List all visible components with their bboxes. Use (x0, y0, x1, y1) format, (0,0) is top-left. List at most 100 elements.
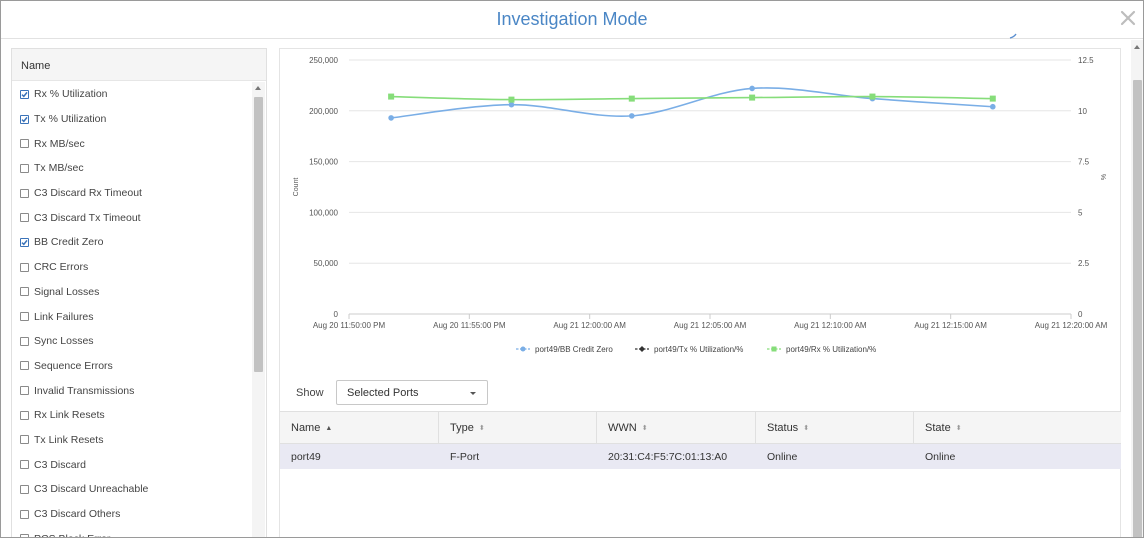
checkbox[interactable] (20, 336, 29, 346)
legend-marker (771, 346, 777, 352)
legend-label: port49/Tx % Utilization/% (654, 345, 743, 354)
table-row[interactable]: port49 F-Port 20:31:C4:F5:7C:01:13:A0 On… (280, 444, 1121, 469)
y2-tick-label: 10 (1078, 107, 1087, 116)
checkbox[interactable] (20, 213, 29, 223)
metric-item[interactable]: PCS Block Error (12, 526, 251, 537)
cell-status: Online (767, 451, 798, 463)
metric-label: C3 Discard Others (34, 508, 121, 521)
column-header-label: Name (291, 422, 321, 434)
metric-item[interactable]: Tx % Utilization (12, 107, 251, 132)
metric-item[interactable]: Tx MB/sec (12, 156, 251, 181)
checkbox[interactable] (20, 188, 29, 198)
checkbox[interactable] (20, 410, 29, 420)
checkbox-checked[interactable] (20, 114, 29, 124)
metric-item[interactable]: Rx % Utilization (12, 82, 251, 107)
x-tick-label: Aug 21 12:00:00 AM (553, 321, 626, 330)
series-line-2 (391, 95, 993, 101)
checkbox[interactable] (20, 460, 29, 470)
checkbox[interactable] (20, 139, 29, 149)
dialog-header: Investigation Mode (1, 1, 1143, 39)
metric-item[interactable]: C3 Discard Unreachable (12, 477, 251, 502)
checkbox[interactable] (20, 361, 29, 371)
show-label: Show (296, 386, 324, 399)
data-point (749, 94, 756, 101)
metric-item[interactable]: CRC Errors (12, 255, 251, 280)
metric-label: Sync Losses (34, 335, 94, 348)
data-point (628, 95, 635, 102)
cell-wwn: 20:31:C4:F5:7C:01:13:A0 (608, 451, 728, 463)
port-scope-selected-value: Selected Ports (347, 387, 419, 399)
data-point (388, 93, 395, 100)
legend-label: port49/Rx % Utilization/% (786, 345, 876, 354)
metrics-scroll-thumb[interactable] (254, 97, 263, 372)
checkbox[interactable] (20, 534, 29, 537)
resize-hint-icon (1009, 33, 1017, 39)
y-tick-label: 250,000 (309, 56, 338, 65)
metric-item[interactable]: C3 Discard Others (12, 502, 251, 527)
sort-icon: ⬍ (641, 425, 648, 432)
data-point (749, 85, 755, 92)
metric-item[interactable]: Rx MB/sec (12, 131, 251, 156)
column-header-type[interactable]: Type ⬍ (439, 412, 597, 444)
close-icon[interactable] (1119, 8, 1137, 28)
y-tick-label: 150,000 (309, 158, 338, 167)
scroll-up-arrow-icon[interactable] (1134, 45, 1140, 49)
metric-label: Signal Losses (34, 285, 100, 298)
checkbox[interactable] (20, 484, 29, 494)
metric-item[interactable]: BB Credit Zero (12, 230, 251, 255)
y2-axis-title: % (1101, 174, 1108, 180)
checkbox[interactable] (20, 287, 29, 297)
metric-item[interactable]: Sync Losses (12, 329, 251, 354)
checkbox[interactable] (20, 312, 29, 322)
cell-type: F-Port (450, 451, 480, 463)
metric-label: Tx Link Resets (34, 433, 104, 446)
legend-marker (639, 346, 645, 352)
metric-label: Tx % Utilization (34, 113, 107, 126)
column-header-wwn[interactable]: WWN ⬍ (597, 412, 756, 444)
metric-item[interactable]: Link Failures (12, 304, 251, 329)
checkbox[interactable] (20, 435, 29, 445)
metric-item[interactable]: Signal Losses (12, 280, 251, 305)
y2-tick-label: 0 (1078, 310, 1083, 319)
dialog-scrollbar[interactable] (1131, 40, 1143, 537)
chevron-down-icon (470, 392, 476, 395)
column-header-state[interactable]: State ⬍ (914, 412, 1121, 444)
y-tick-label: 100,000 (309, 208, 338, 217)
sort-ascending-icon: ▲ (325, 425, 333, 432)
dialog-scroll-thumb[interactable] (1133, 80, 1142, 537)
column-header-status[interactable]: Status ⬍ (756, 412, 914, 444)
checkbox-checked[interactable] (20, 89, 29, 99)
metric-label: Rx % Utilization (34, 88, 108, 101)
data-point (508, 101, 515, 108)
metric-label: C3 Discard Tx Timeout (34, 211, 141, 224)
port-scope-select[interactable]: Selected Ports (336, 380, 488, 405)
metric-item[interactable]: C3 Discard Tx Timeout (12, 205, 251, 230)
metric-item[interactable]: C3 Discard Rx Timeout (12, 181, 251, 206)
metric-label: Invalid Transmissions (34, 384, 135, 397)
checkbox[interactable] (20, 386, 29, 396)
y-tick-label: 0 (334, 310, 339, 319)
data-point (388, 115, 394, 121)
metric-item[interactable]: Rx Link Resets (12, 403, 251, 428)
metrics-scrollbar[interactable] (252, 82, 265, 537)
metric-label: Rx MB/sec (34, 137, 85, 150)
sort-icon: ⬍ (478, 425, 485, 432)
checkbox[interactable] (20, 163, 29, 173)
scroll-up-arrow-icon[interactable] (255, 86, 261, 90)
metric-label: PCS Block Error (34, 533, 110, 537)
dialog-title: Investigation Mode (496, 9, 648, 29)
metric-item[interactable]: Sequence Errors (12, 354, 251, 379)
metric-item[interactable]: Tx Link Resets (12, 428, 251, 453)
metrics-line-chart: 0 50,000 100,000 150,000 200,000 250,000 0 2.5 5… (293, 56, 1108, 354)
metric-item[interactable]: Invalid Transmissions (12, 378, 251, 403)
y-tick-label: 200,000 (309, 107, 338, 116)
column-header-label: WWN (608, 422, 637, 434)
metric-item[interactable]: C3 Discard (12, 452, 251, 477)
checkbox[interactable] (20, 262, 29, 272)
checkbox[interactable] (20, 509, 29, 519)
sort-icon: ⬍ (955, 425, 962, 432)
column-header-name[interactable]: Name ▲ (280, 412, 439, 444)
column-header-label: State (925, 422, 951, 434)
checkbox-checked[interactable] (20, 237, 29, 247)
